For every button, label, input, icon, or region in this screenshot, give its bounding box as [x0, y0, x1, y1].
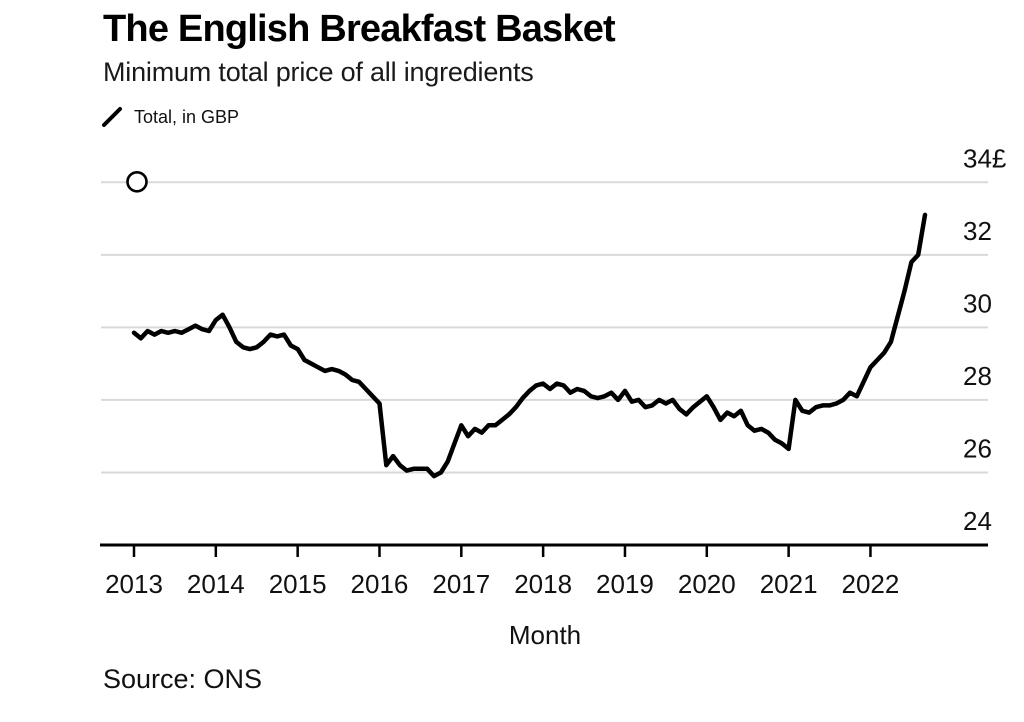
x-tick-label: 2022: [842, 569, 900, 599]
x-tick-label: 2018: [514, 569, 572, 599]
x-tick-label: 2021: [760, 569, 818, 599]
y-tick-label: 32: [963, 216, 992, 246]
y-tick-label: 30: [963, 288, 992, 318]
y-tick-label: 26: [963, 433, 992, 463]
x-tick-label: 2013: [105, 569, 163, 599]
source-note: Source: ONS: [103, 664, 263, 694]
x-axis-title: Month: [508, 620, 582, 650]
x-tick-label: 2016: [351, 569, 409, 599]
x-tick-label: 2019: [596, 569, 654, 599]
open-circle-handle[interactable]: [126, 171, 148, 193]
diagonal-line-icon: [101, 106, 123, 128]
price-line: [131, 212, 928, 479]
x-tick-label: 2020: [678, 569, 736, 599]
x-tick-label: 2017: [432, 569, 490, 599]
chart-title: The English Breakfast Basket: [103, 8, 616, 50]
x-tick-label: 2014: [187, 569, 245, 599]
y-tick-label: 28: [963, 361, 992, 391]
legend-series-label: Total, in GBP: [134, 106, 240, 127]
y-tick-label: 24: [963, 506, 992, 536]
legend: Total, in GBP: [101, 106, 239, 128]
chart-subtitle: Minimum total price of all ingredients: [103, 57, 534, 87]
y-tick-label: 34£: [963, 143, 1007, 173]
x-tick-label: 2015: [269, 569, 327, 599]
